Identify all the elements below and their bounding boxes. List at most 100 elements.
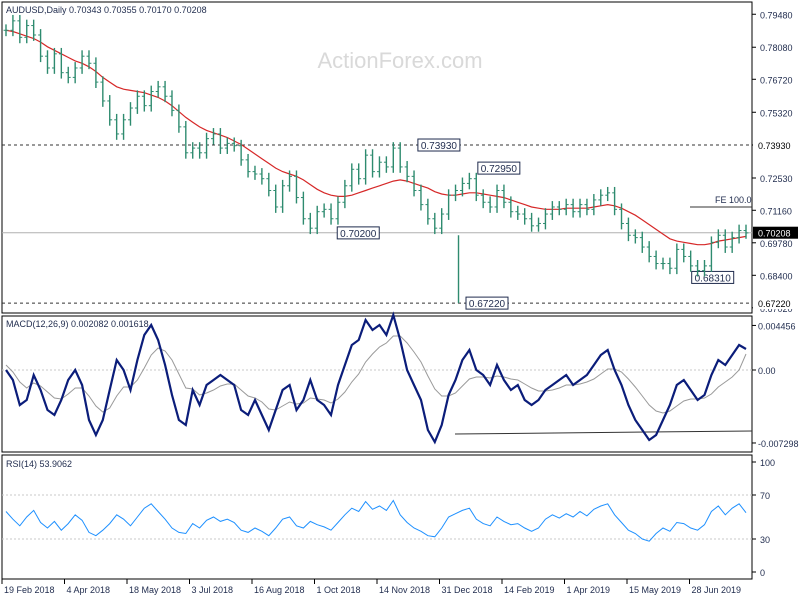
annotation-label: 0.68310 — [695, 273, 732, 284]
price-panel-frame — [1, 1, 753, 314]
price-bar — [453, 184, 458, 202]
price-bar — [121, 113, 126, 140]
resistance-tag: 0.73930 — [753, 139, 798, 152]
price-bar — [266, 172, 272, 197]
macd-y-axis: 0.004456 0.00 -0.007298 — [752, 321, 799, 449]
price-bar — [404, 161, 410, 183]
price-bar — [287, 170, 292, 192]
price-bar — [24, 19, 30, 44]
x-tick-label: 19 Feb 2018 — [4, 585, 55, 595]
price-tick-label: 0.75320 — [760, 108, 793, 118]
price-bar — [515, 205, 521, 220]
price-bar — [487, 196, 493, 213]
price-bar — [709, 236, 714, 272]
price-bar — [259, 168, 265, 185]
price-bar — [529, 212, 535, 232]
price-bars — [3, 14, 749, 304]
price-bar — [715, 229, 721, 249]
price-bar — [446, 189, 452, 220]
price-bar — [577, 198, 583, 218]
rsi-tick-label: 100 — [760, 458, 775, 468]
macd-header: MACD(12,26,9) 0.002082 0.001618 — [6, 319, 149, 329]
price-bar — [280, 179, 286, 213]
svg-text:0.67220: 0.67220 — [758, 299, 791, 309]
macd-main-line — [5, 311, 747, 445]
price-bar — [681, 243, 687, 263]
price-bar — [370, 149, 375, 178]
annotation-label: 0.67220 — [469, 299, 506, 310]
price-bar — [273, 184, 279, 213]
price-bar — [294, 170, 299, 204]
price-bar — [646, 241, 652, 263]
price-bar — [363, 149, 369, 185]
price-bar — [197, 142, 203, 159]
price-bar — [252, 165, 258, 180]
price-bar — [211, 128, 216, 145]
price-bar — [549, 201, 555, 220]
price-bar — [584, 198, 590, 216]
moving-average-line — [5, 29, 747, 246]
x-tick-label: 15 May 2019 — [629, 585, 681, 595]
price-bar — [224, 137, 230, 154]
price-tick-label: 0.72530 — [760, 174, 793, 184]
price-bar — [86, 50, 92, 70]
price-bar — [411, 170, 417, 197]
price-bar — [556, 201, 562, 216]
price-bar — [183, 120, 189, 159]
price-bar — [10, 14, 16, 37]
price-bar — [58, 47, 64, 79]
price-bar — [674, 243, 680, 275]
price-header: AUDUSD,Daily 0.70343 0.70355 0.70170 0.7… — [6, 5, 207, 15]
rsi-line — [5, 499, 747, 542]
price-bar — [736, 224, 742, 244]
price-bar — [356, 163, 362, 185]
price-bar — [536, 217, 541, 232]
price-bar — [667, 257, 673, 275]
rsi-y-axis: 100 70 30 0 — [752, 458, 775, 578]
price-bar — [397, 142, 403, 173]
price-bar — [72, 62, 78, 84]
rsi-panel: RSI(14) 53.9062 — [1, 454, 753, 580]
price-bar — [480, 189, 486, 209]
price-bar — [543, 208, 548, 230]
price-bar — [612, 186, 618, 216]
macd-tick-label: 0.004456 — [758, 321, 796, 331]
price-bar — [377, 156, 382, 178]
price-tick-label: 0.71160 — [760, 206, 792, 216]
price-bar — [321, 203, 327, 218]
macd-panel: MACD(12,26,9) 0.002082 0.001618 — [1, 311, 753, 453]
price-tick-label: 0.79480 — [760, 10, 793, 20]
price-tick-label: 0.69780 — [760, 239, 793, 249]
price-bar — [688, 250, 694, 272]
price-bar — [418, 184, 424, 211]
price-bar — [466, 172, 472, 190]
price-annotations: 0.73930 0.72950 0.70200 0.68310 0.67220 — [336, 138, 735, 310]
rsi-tick-label: 0 — [760, 568, 765, 578]
x-axis: 19 Feb 2018 4 Apr 2018 18 May 2018 3 Jul 20… — [1, 579, 741, 595]
price-annotation: 0.68310 — [691, 270, 735, 284]
price-bar — [328, 203, 334, 225]
price-bar — [65, 66, 71, 84]
price-bar — [473, 172, 479, 202]
price-bar — [383, 156, 389, 173]
price-bar — [494, 184, 500, 213]
annotation-label: 0.73930 — [421, 141, 458, 152]
price-bar — [204, 132, 209, 159]
support-tag: 0.67220 — [753, 297, 798, 310]
price-tick-label: 0.78080 — [760, 43, 793, 53]
price-bar — [114, 113, 120, 140]
price-bar — [190, 142, 196, 159]
price-tick-label: 0.68400 — [760, 271, 793, 281]
price-bar — [300, 191, 306, 225]
price-bar — [231, 137, 237, 152]
last-price-tag: 0.70208 — [753, 226, 798, 239]
annotation-label: 0.72950 — [481, 164, 518, 175]
price-bar — [51, 47, 57, 74]
fe-label: FE 100.0 — [715, 195, 752, 205]
price-bar — [632, 229, 638, 244]
rsi-tick-label: 70 — [760, 491, 770, 501]
price-bar — [3, 24, 9, 37]
price-bar — [93, 57, 99, 88]
annotation-label: 0.70200 — [340, 229, 377, 240]
